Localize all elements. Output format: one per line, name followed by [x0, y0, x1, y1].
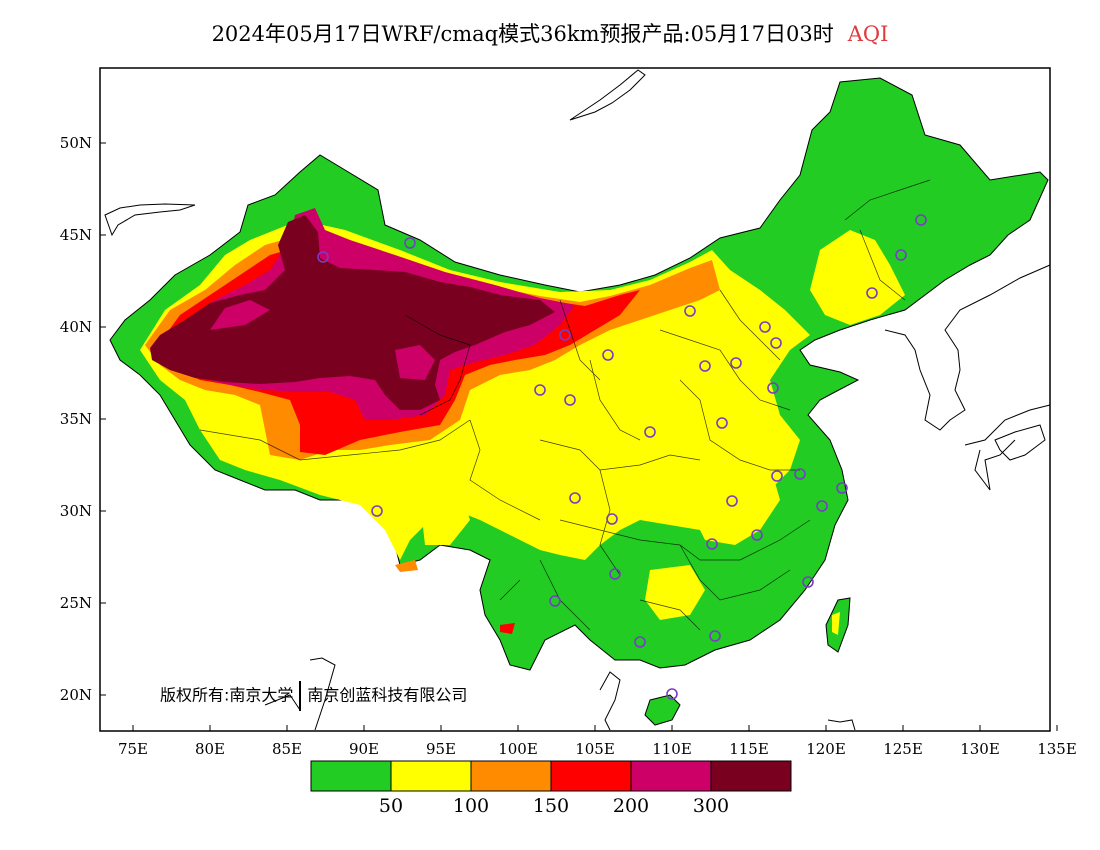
lat-tick-label: 50N: [60, 134, 92, 152]
lon-tick-label: 110E: [652, 740, 692, 758]
map-title: 2024年05月17日WRF/cmaq模式36km预报产品:05月17日03时 A…: [0, 18, 1100, 48]
longitude-axis: 75E 80E 85E 90E 95E 100E 105E 110E 115E 120E 125E 1…: [118, 725, 1077, 758]
station-markers: [317, 214, 927, 700]
taiwan-moderate: [832, 612, 840, 635]
copyright-left: 版权所有:南京大学: [160, 685, 294, 705]
legend-swatch: [310, 760, 392, 792]
zone-moderate-ne: [810, 230, 905, 325]
copyright-separator: [299, 681, 302, 711]
hainan-island: [644, 694, 681, 726]
lat-tick-label: 30N: [60, 502, 92, 520]
lake-baikal: [569, 69, 646, 121]
latitude-axis: 20N 25N 30N 35N 40N 45N 50N: [60, 134, 106, 704]
title-variable: AQI: [847, 22, 889, 46]
lon-tick-label: 100E: [498, 740, 538, 758]
zone-moderate-w-tibet: [420, 490, 470, 545]
philippines-north: [827, 719, 856, 731]
lat-tick-label: 40N: [60, 318, 92, 336]
title-text: 2024年05月17日WRF/cmaq模式36km预报产品:05月17日03时: [211, 22, 834, 46]
legend-label: 200: [613, 795, 649, 817]
lon-tick-label: 130E: [960, 740, 1000, 758]
concentration-field: [109, 77, 1049, 726]
lon-tick-label: 95E: [426, 740, 456, 758]
legend-label: 100: [453, 795, 489, 817]
legend-label: 150: [533, 795, 569, 817]
lat-tick-label: 20N: [60, 686, 92, 704]
zone-hazardous: [150, 215, 555, 410]
spot-red-se: [500, 623, 515, 634]
pocket-magenta-1: [210, 300, 270, 330]
southeast-coast: [599, 671, 621, 731]
legend-swatch: [390, 760, 472, 792]
legend-swatch: [550, 760, 632, 792]
legend-swatch: [470, 760, 552, 792]
legend-label: 300: [693, 795, 729, 817]
aqi-legend: 50 100 150 200 300: [310, 760, 792, 817]
japan-shikoku: [994, 424, 1046, 461]
copyright-right: 南京创蓝科技有限公司: [307, 685, 468, 705]
lake-balkhash: [104, 203, 196, 237]
indochina-coast: [264, 657, 336, 731]
lon-tick-label: 120E: [806, 740, 846, 758]
lon-tick-label: 80E: [195, 740, 225, 758]
map-frame: [99, 67, 1051, 732]
lon-tick-label: 75E: [118, 740, 148, 758]
lon-tick-label: 90E: [349, 740, 379, 758]
lat-tick-label: 25N: [60, 594, 92, 612]
legend-label: 50: [379, 795, 403, 817]
zone-moderate-se1: [690, 445, 780, 545]
lat-tick-label: 35N: [60, 410, 92, 428]
neighbor-coastlines: [104, 69, 1051, 731]
spot-orange-nw: [395, 560, 418, 572]
lon-tick-label: 135E: [1037, 740, 1077, 758]
lon-tick-label: 115E: [729, 740, 769, 758]
lon-tick-label: 125E: [883, 740, 923, 758]
legend-swatch: [710, 760, 792, 792]
pocket-magenta-2: [395, 345, 435, 380]
zone-moderate-se2: [645, 565, 705, 620]
lat-tick-label: 45N: [60, 226, 92, 244]
lon-tick-label: 85E: [272, 740, 302, 758]
legend-swatch: [630, 760, 712, 792]
province-boundaries: [199, 179, 931, 631]
lon-tick-label: 105E: [575, 740, 615, 758]
copyright-notice: 版权所有:南京大学 南京创蓝科技有限公司: [160, 681, 467, 711]
korea-japan: [884, 264, 1051, 431]
